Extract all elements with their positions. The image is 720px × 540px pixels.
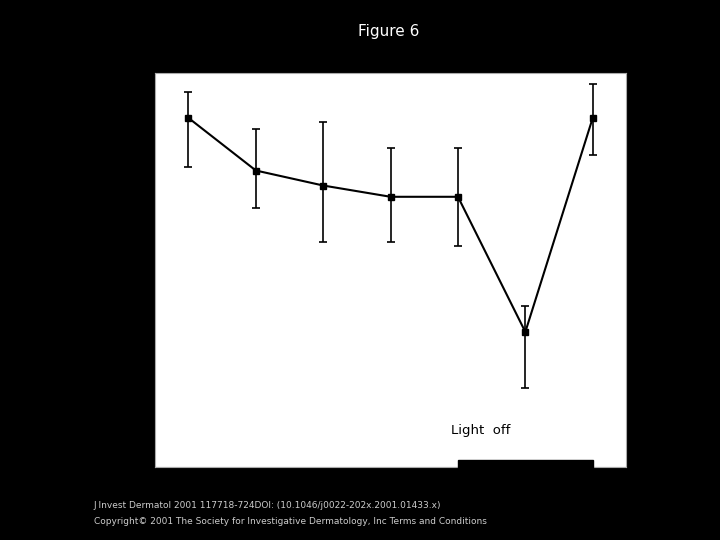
Y-axis label: pH in % of the 24h mean: pH in % of the 24h mean — [97, 174, 112, 366]
Text: Figure 6: Figure 6 — [358, 24, 420, 39]
X-axis label: Time (clock hours): Time (clock hours) — [320, 497, 462, 512]
Text: J Invest Dermatol 2001 117718-724DOI: (10.1046/j0022-202x.2001.01433.x): J Invest Dermatol 2001 117718-724DOI: (1… — [94, 501, 441, 510]
Text: Light  off: Light off — [451, 424, 510, 437]
Text: Copyright© 2001 The Society for Investigative Dermatology, Inc Terms and Conditi: Copyright© 2001 The Society for Investig… — [94, 517, 487, 526]
Bar — [458, 460, 593, 474]
